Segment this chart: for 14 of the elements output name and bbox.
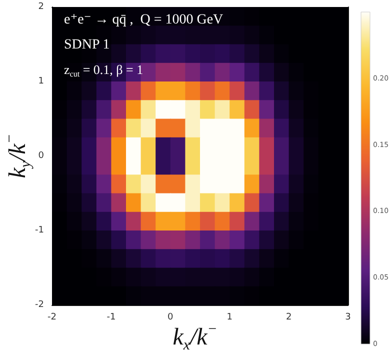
x-tick-label: -2 [48, 312, 56, 322]
y-tick-label: 2 [38, 2, 44, 12]
y-tick-label: -1 [35, 226, 44, 236]
x-tick-label: 3 [345, 312, 351, 322]
x-tick-label: 1 [226, 312, 232, 322]
text: SDNP 1 [64, 38, 110, 52]
chart-title: e⁺e⁻ → qq̄ , Q = 1000 GeV [64, 12, 224, 28]
x-tick-label: -1 [106, 312, 116, 322]
y-tick-label: 1 [38, 76, 44, 86]
x-tick-label: 2 [286, 312, 292, 322]
y-axis-title: ky/k− [2, 134, 34, 178]
x-tick-label: 0 [168, 312, 174, 322]
y-tick-label: -2 [35, 300, 44, 310]
y-tick-label: 0 [38, 151, 44, 161]
